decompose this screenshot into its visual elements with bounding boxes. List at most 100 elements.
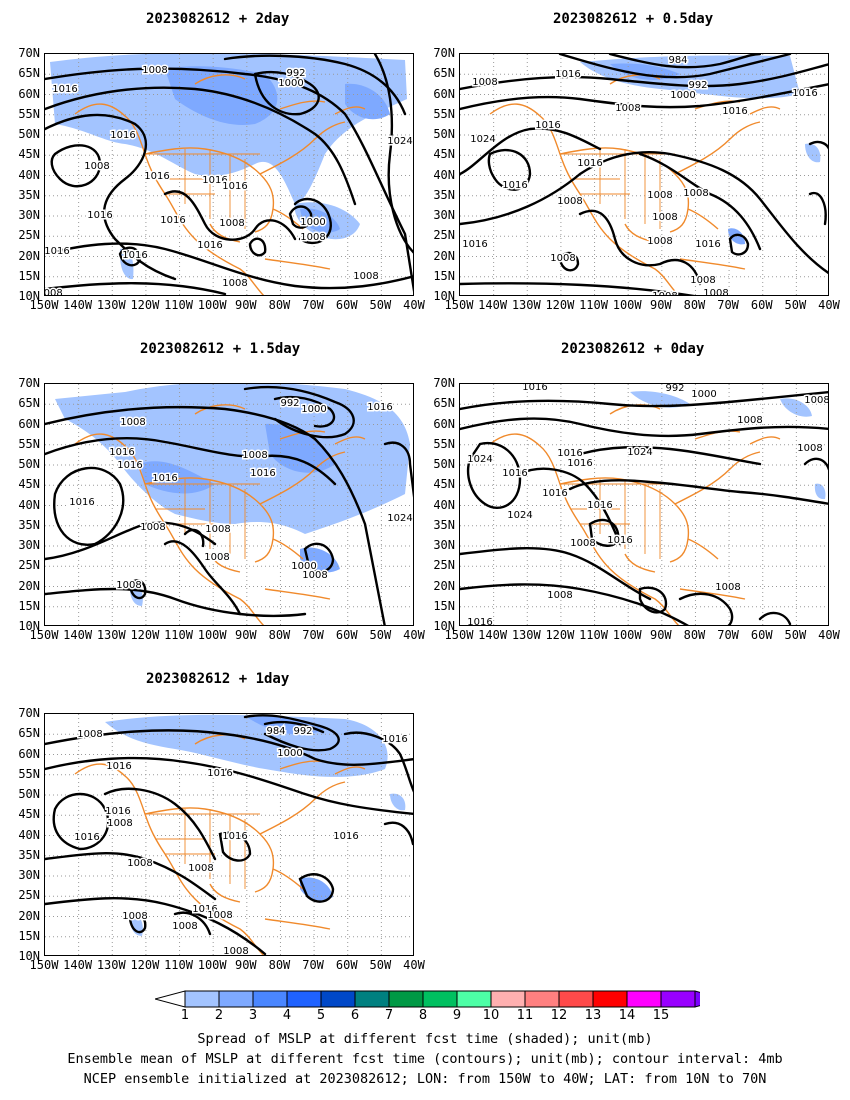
state-borders (145, 149, 260, 229)
map-frame: 1008 992 1000 1016 1016 1016 1008 1016 1016 1008 1… (44, 383, 414, 626)
contour-label: 1000 (670, 90, 695, 101)
contour-label: 1008 (647, 190, 672, 201)
lon-tick-label: 130W (511, 628, 541, 642)
pressure-contour (638, 586, 668, 614)
lat-tick-label: 65N (18, 396, 40, 411)
lat-tick-label: 25N (18, 558, 40, 573)
lat-tick-label: 10N (433, 619, 455, 633)
lat-tick-label: 30N (18, 868, 40, 882)
panel-title: 2023082612 + 1.5day (140, 341, 301, 357)
contour-label: 1016 (105, 806, 130, 817)
pressure-contour (460, 417, 828, 438)
panel-title: 2023082612 + 1day (146, 671, 290, 687)
colorbar-swatch (490, 990, 526, 1008)
lon-tick-label: 150W (444, 298, 474, 312)
lat-tick-label: 50N (18, 457, 40, 471)
lon-tick-label: 50W (784, 628, 807, 642)
lon-tick-label: 80W (683, 298, 706, 312)
contour-label: 1016 (222, 181, 247, 192)
contour-label: 992 (280, 398, 299, 409)
contour-label: 1008 (715, 582, 740, 593)
contour-label: 1016 (87, 210, 112, 221)
lon-tick-label: 120W (130, 298, 160, 312)
lat-tick-label: 35N (18, 187, 40, 202)
lat-tick-label: 15N (433, 268, 455, 283)
lat-tick-label: 40N (18, 497, 40, 512)
contour-label: 1008 (45, 288, 63, 296)
pressure-contour (243, 385, 355, 439)
pressure-contour (608, 54, 762, 69)
lon-tick-label: 70W (302, 958, 324, 972)
lon-tick-label: 80W (268, 958, 291, 972)
pressure-contour (45, 67, 413, 293)
lat-tick-label: 25N (18, 228, 40, 243)
lat-tick-label: 65N (433, 396, 455, 411)
lon-tick-label: 80W (683, 628, 706, 642)
lat-tick-label: 60N (18, 86, 40, 101)
colorbar-label: 11 (516, 1008, 534, 1023)
contour-label: 1008 (804, 395, 829, 406)
lat-tick-label: 65N (433, 66, 455, 81)
lat-tick-label: 55N (18, 106, 40, 121)
contour-label: 1016 (197, 240, 222, 251)
contour-label: 1016 (557, 448, 582, 459)
contour-label: 1008 (615, 103, 640, 114)
lat-tick-label: 60N (433, 86, 455, 101)
contour-label: 1016 (202, 175, 227, 186)
spread-shading (630, 391, 690, 408)
contour-label: 1008 (797, 443, 822, 454)
lon-tick-label: 60W (335, 628, 358, 642)
contour-label: 1008 (116, 580, 141, 591)
contour-label: 1008 (652, 291, 677, 296)
pressure-contour (173, 911, 212, 936)
pressure-contour (53, 466, 125, 546)
lat-tick-label: 25N (433, 558, 455, 573)
lon-tick-label: 90W (234, 958, 257, 972)
pressure-contour (460, 583, 689, 625)
map-frame: 1008 984 992 1000 1016 1016 1008 1016 1016 1016 10… (44, 713, 414, 956)
pressure-contour (343, 731, 413, 793)
lon-tick-label: 110W (579, 628, 608, 642)
colorbar-upper-arrow (694, 990, 700, 1008)
lon-tick-label: 60W (750, 298, 773, 312)
lat-tick-label: 25N (18, 888, 40, 903)
lon-tick-label: 100W (197, 958, 227, 972)
lat-tick-label: 30N (18, 538, 40, 552)
colorbar (155, 990, 700, 1008)
colorbar-swatch (354, 990, 390, 1008)
lat-tick-label: 10N (18, 619, 40, 633)
contour-label: 1000 (291, 561, 316, 572)
lat-tick-label: 65N (18, 66, 40, 81)
lat-tick-label: 45N (433, 477, 455, 492)
pressure-contour (728, 233, 750, 256)
pressure-contour (460, 151, 828, 275)
contour-label: 1016 (106, 761, 131, 772)
caption-init: NCEP ensemble initialized at 2023082612;… (83, 1071, 767, 1087)
pressure-contour (460, 83, 828, 111)
lon-tick-label: 120W (130, 958, 160, 972)
lon-tick-label: 140W (478, 628, 508, 642)
contour-label: 1024 (467, 454, 492, 465)
lon-tick-label: 40W (818, 298, 840, 312)
lat-tick-label: 30N (433, 208, 455, 222)
contour-label: 1008 (647, 236, 672, 247)
map-frame: 1008 1016 984 992 1000 1008 1016 1016 1016 1024 10… (459, 53, 829, 296)
contour-label: 1000 (301, 404, 326, 415)
lon-tick-label: 70W (717, 298, 739, 312)
contour-label: 1008 (690, 275, 715, 286)
spread-shading (780, 398, 812, 417)
contour-label: 1016 (250, 468, 275, 479)
contour-label: 1016 (467, 617, 492, 626)
lon-tick-label: 150W (29, 958, 59, 972)
pressure-contour (163, 190, 297, 241)
lat-tick-label: 55N (433, 106, 455, 121)
pressure-contour (808, 191, 827, 226)
lon-tick-label: 100W (197, 298, 227, 312)
lon-tick-label: 40W (403, 958, 425, 972)
lon-tick-label: 130W (511, 298, 541, 312)
lat-tick-label: 50N (433, 457, 455, 471)
contour-label: 1008 (300, 232, 325, 243)
lat-tick-label: 55N (18, 766, 40, 781)
